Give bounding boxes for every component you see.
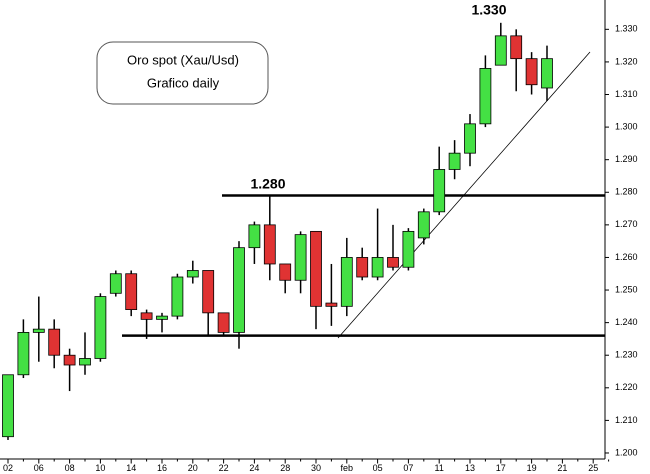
candle-body <box>279 263 292 281</box>
candle-body <box>263 224 276 265</box>
candle-body <box>171 276 184 317</box>
x-tick-label: 13 <box>465 463 475 473</box>
candle-body <box>541 58 553 89</box>
x-tick-label: 08 <box>65 463 75 473</box>
annotation: 1.280 <box>250 176 285 192</box>
x-tick-label: 10 <box>95 463 105 473</box>
y-tick-label: 1.220 <box>615 382 638 392</box>
candle-body <box>94 296 107 359</box>
x-tick-label: 28 <box>280 463 290 473</box>
x-tick-label: 02 <box>3 463 13 473</box>
candle-body <box>402 230 415 268</box>
candle-body <box>186 270 199 278</box>
x-tick-label: 19 <box>527 463 537 473</box>
candle-body <box>433 169 446 213</box>
y-tick-label: 1.210 <box>615 415 638 425</box>
x-tick-label: 05 <box>373 463 383 473</box>
candle-body <box>217 312 230 333</box>
candle-body <box>448 152 461 170</box>
x-tick-label: feb <box>341 463 354 473</box>
y-tick-label: 1.300 <box>615 121 638 131</box>
chart-subtitle: Grafico daily <box>147 75 220 90</box>
candle-body <box>109 273 122 294</box>
x-tick-label: 11 <box>435 463 444 473</box>
candle-body <box>387 257 399 268</box>
candle-body <box>156 315 168 320</box>
candle-body <box>510 35 523 60</box>
x-tick-label: 20 <box>188 463 198 473</box>
candle-body <box>233 247 245 333</box>
candle-body <box>356 257 369 278</box>
candle-body <box>125 273 138 310</box>
candle-body <box>340 257 353 307</box>
y-tick-label: 1.250 <box>615 284 638 294</box>
chart-title: Oro spot (Xau/Usd) <box>127 52 239 67</box>
candle-body <box>79 358 91 366</box>
candle-body <box>140 312 153 320</box>
x-tick-label: 21 <box>557 463 567 473</box>
x-tick-label: 07 <box>403 463 413 473</box>
x-tick-label: 22 <box>219 463 229 473</box>
candle-body <box>294 234 307 281</box>
candle-body <box>479 68 492 125</box>
candle-body <box>32 328 45 333</box>
candle-body <box>417 211 430 239</box>
candle-body <box>494 35 507 66</box>
candle-body <box>248 224 261 249</box>
candle-body <box>2 374 14 438</box>
y-tick-label: 1.240 <box>615 317 638 327</box>
candle-body <box>371 257 384 278</box>
y-tick-label: 1.320 <box>615 56 638 66</box>
x-tick-label: 14 <box>126 463 136 473</box>
candle-body <box>325 302 338 307</box>
y-tick-label: 1.270 <box>615 219 638 229</box>
x-tick-label: 17 <box>496 463 506 473</box>
y-tick-label: 1.280 <box>615 187 638 197</box>
candle-body <box>48 328 61 356</box>
x-tick-label: 30 <box>311 463 321 473</box>
candle-body <box>464 123 476 154</box>
x-tick-label: 16 <box>157 463 167 473</box>
y-tick-label: 1.330 <box>615 24 638 34</box>
candle-body <box>17 332 30 376</box>
annotation-box <box>96 41 269 105</box>
x-tick-label: 25 <box>588 463 598 473</box>
candle-body <box>525 58 538 86</box>
x-tick-label: 24 <box>249 463 259 473</box>
annotation: 1.330 <box>471 2 506 18</box>
y-tick-label: 1.230 <box>615 350 638 360</box>
y-tick-label: 1.290 <box>615 154 638 164</box>
x-tick-label: 06 <box>34 463 44 473</box>
y-tick-label: 1.310 <box>615 89 638 99</box>
y-tick-label: 1.200 <box>615 447 638 457</box>
y-tick-label: 1.260 <box>615 252 638 262</box>
candle-body <box>63 354 76 366</box>
candle-body <box>310 230 322 307</box>
candle-body <box>202 270 215 314</box>
